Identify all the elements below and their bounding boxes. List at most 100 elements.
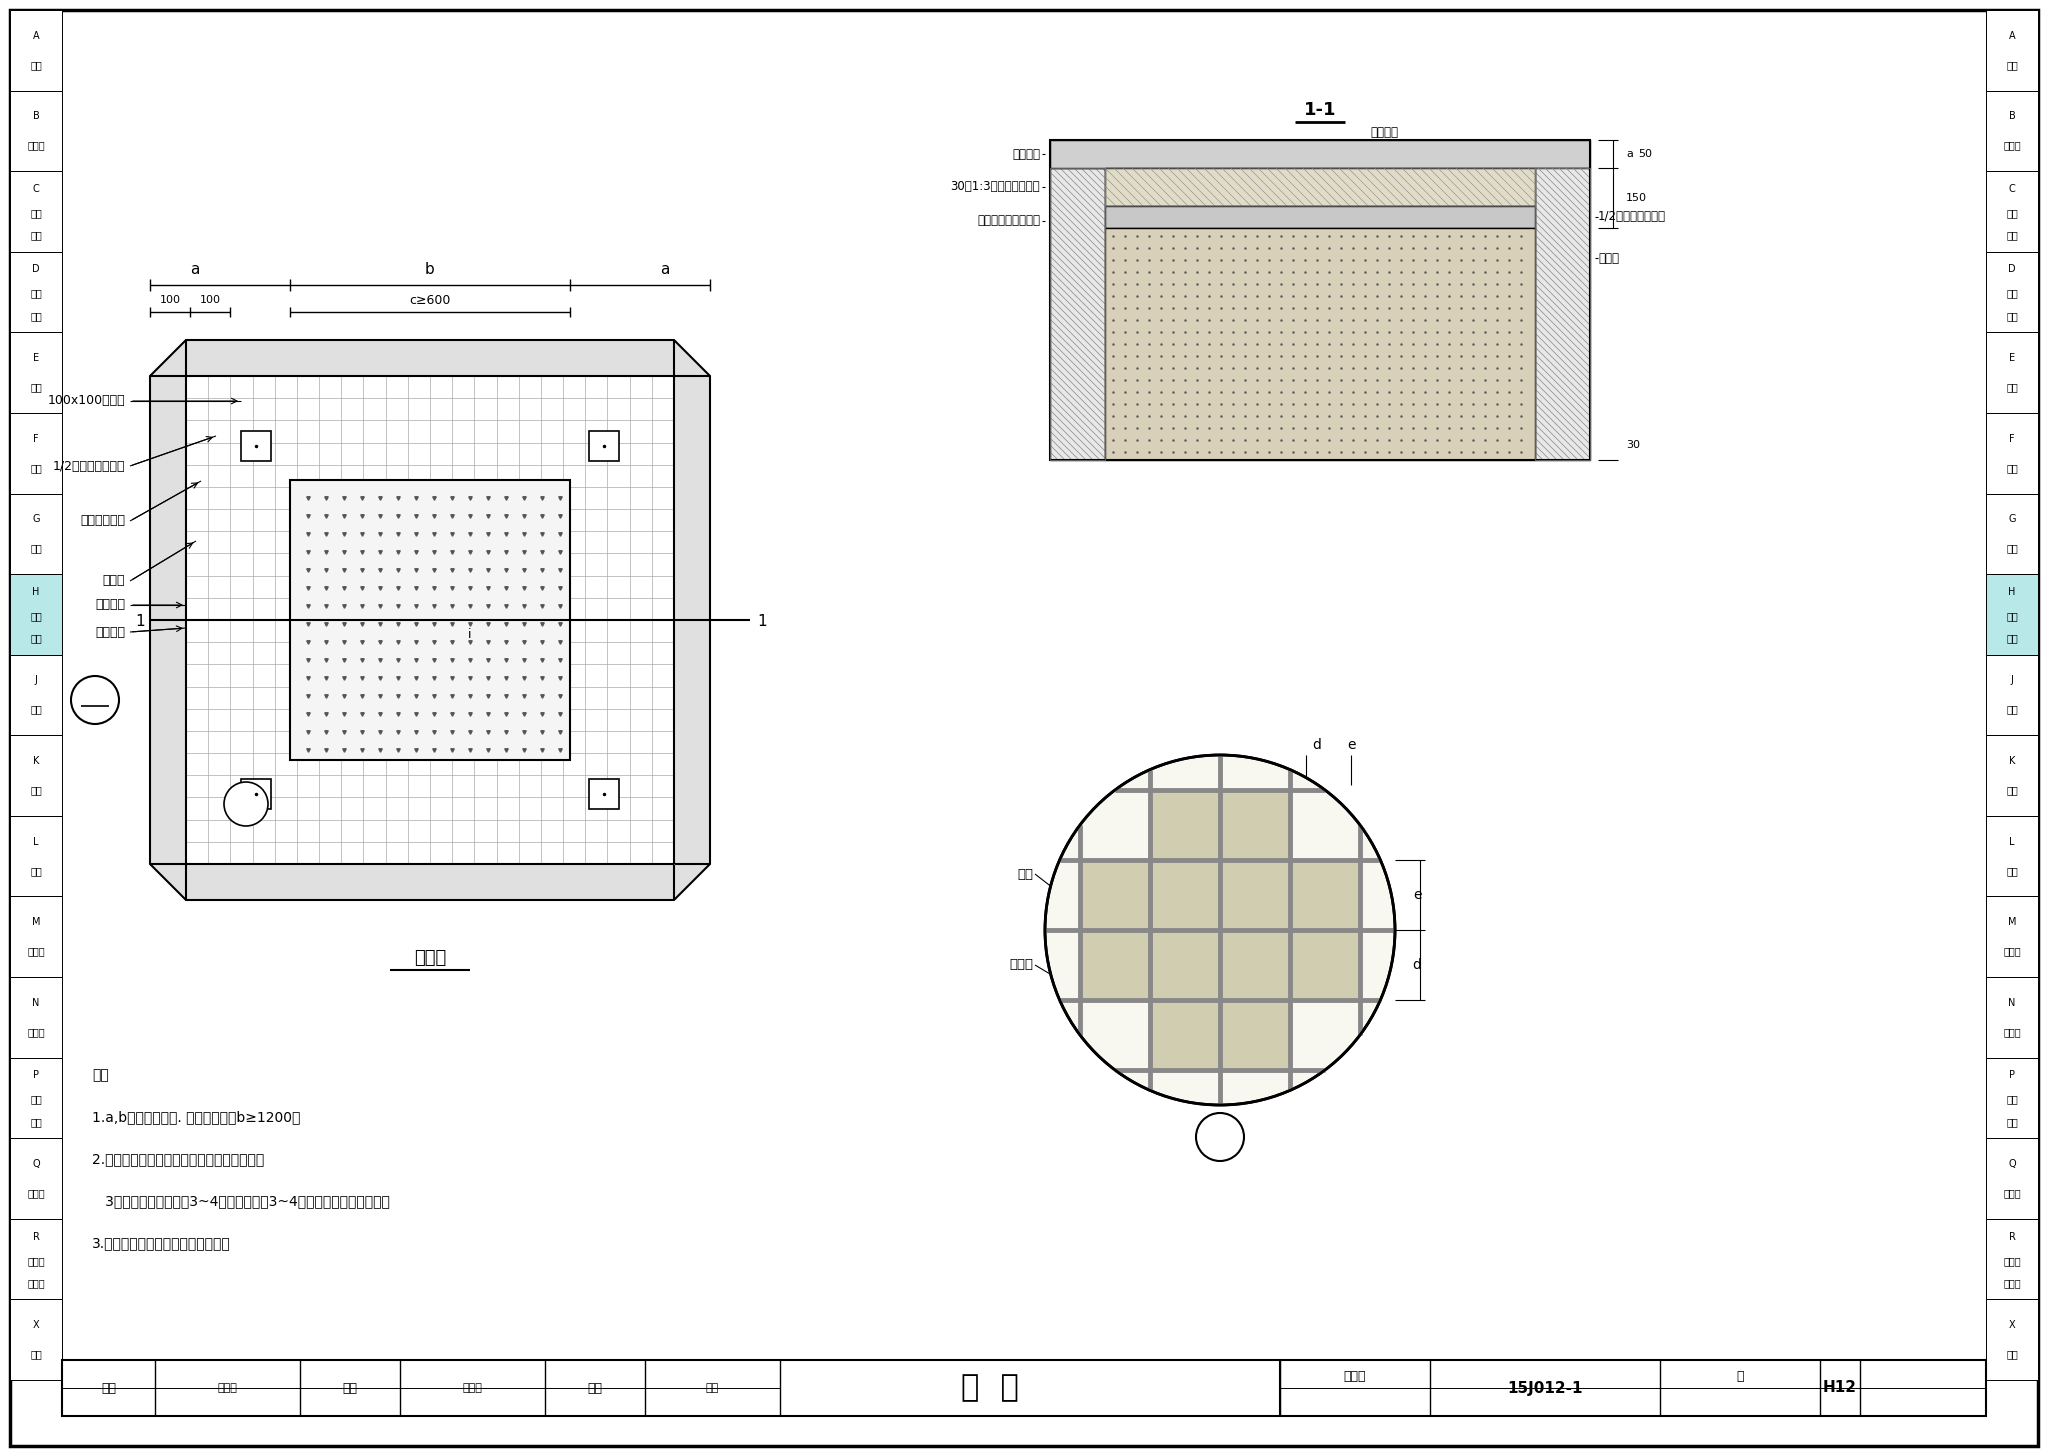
Text: 态技术: 态技术 <box>27 1278 45 1289</box>
Text: 景观桥: 景观桥 <box>27 946 45 957</box>
Bar <box>10 1219 61 1299</box>
Bar <box>1987 494 2038 574</box>
Text: C: C <box>2009 183 2015 194</box>
Bar <box>1081 860 1149 929</box>
Bar <box>1051 140 1589 167</box>
Bar <box>1987 90 2038 172</box>
Text: e: e <box>1413 888 1421 903</box>
Text: P: P <box>33 1070 39 1080</box>
Bar <box>10 977 61 1057</box>
Text: L: L <box>33 837 39 847</box>
Text: A: A <box>2009 31 2015 41</box>
Text: 树池: 树池 <box>2007 633 2017 644</box>
Text: 小品: 小品 <box>2007 1117 2017 1127</box>
Text: 150: 150 <box>1626 194 1647 202</box>
Bar <box>1106 167 1536 205</box>
Bar <box>590 431 618 462</box>
Text: F: F <box>33 434 39 444</box>
Text: Q: Q <box>2009 1159 2015 1169</box>
Text: 其他: 其他 <box>31 1095 41 1105</box>
Bar <box>10 1139 61 1219</box>
Text: H: H <box>33 587 39 597</box>
Bar <box>10 414 61 494</box>
Text: 边沟: 边沟 <box>31 463 41 473</box>
Text: 材料: 材料 <box>2007 230 2017 240</box>
Text: 1.a,b由设计师确定. 种植大乔木时b≥1200。: 1.a,b由设计师确定. 种植大乔木时b≥1200。 <box>92 1109 301 1124</box>
Text: R: R <box>2009 1232 2015 1242</box>
Text: 材料: 材料 <box>31 230 41 240</box>
Bar <box>10 655 61 735</box>
Text: 对接缝: 对接缝 <box>102 575 125 588</box>
Text: 花架: 花架 <box>31 785 41 795</box>
Text: 镂空: 镂空 <box>1018 868 1032 881</box>
Bar <box>1290 860 1360 929</box>
Text: 100: 100 <box>160 296 180 304</box>
Bar <box>1051 140 1589 460</box>
Bar <box>1987 1139 2038 1219</box>
Text: 100: 100 <box>199 296 221 304</box>
Text: A: A <box>33 31 39 41</box>
Bar <box>1151 1002 1219 1069</box>
Text: 总说明: 总说明 <box>27 140 45 150</box>
Circle shape <box>1196 1112 1243 1160</box>
Bar <box>1151 791 1219 859</box>
Text: 花池: 花池 <box>2007 612 2017 622</box>
Bar <box>1081 930 1149 999</box>
Text: A: A <box>90 689 100 703</box>
Text: 30: 30 <box>1626 440 1640 450</box>
Bar <box>10 252 61 332</box>
Bar <box>1987 172 2038 252</box>
Text: E: E <box>2009 354 2015 363</box>
Text: 目录: 目录 <box>2007 60 2017 70</box>
Text: 2.此图样亦可选用金属树池篦子，材质可为：: 2.此图样亦可选用金属树池篦子，材质可为： <box>92 1152 264 1166</box>
Bar <box>1987 414 2038 494</box>
Text: M: M <box>33 917 41 927</box>
Bar <box>242 431 270 462</box>
Text: 3.石材及金属板颜色由设计师确定。: 3.石材及金属板颜色由设计师确定。 <box>92 1236 231 1251</box>
Text: D: D <box>33 265 39 275</box>
Text: 注：: 注： <box>92 1069 109 1082</box>
Bar <box>1536 167 1589 460</box>
Bar <box>186 376 674 863</box>
Text: 1/2玻璃钢树池篦子: 1/2玻璃钢树池篦子 <box>53 460 125 473</box>
Bar <box>10 10 61 90</box>
Circle shape <box>72 676 119 724</box>
Bar <box>1987 10 2038 90</box>
Bar <box>10 574 61 655</box>
Text: J: J <box>2011 676 2013 686</box>
Text: e: e <box>1348 738 1356 751</box>
Bar <box>10 1057 61 1139</box>
Bar <box>590 779 618 810</box>
Circle shape <box>1044 756 1395 1105</box>
Bar <box>1106 229 1536 460</box>
Bar <box>1987 1219 2038 1299</box>
Bar <box>10 1299 61 1380</box>
Text: P: P <box>2009 1070 2015 1080</box>
Text: 3厚热金属镀锌钢板；3~4厚不锈钢板；3~4厚扁钢，防腐防锈处理。: 3厚热金属镀锌钢板；3~4厚不锈钢板；3~4厚扁钢，防腐防锈处理。 <box>92 1194 389 1208</box>
Text: c≥600: c≥600 <box>410 294 451 307</box>
Text: B: B <box>2009 111 2015 121</box>
Text: 边沟: 边沟 <box>2007 463 2017 473</box>
Text: 石材收边: 石材收边 <box>94 598 125 612</box>
Text: 1: 1 <box>758 614 766 629</box>
Text: a: a <box>190 262 201 278</box>
Text: 审核: 审核 <box>100 1382 117 1395</box>
Text: b: b <box>426 262 434 278</box>
Text: 小品: 小品 <box>31 1117 41 1127</box>
Text: 缘石: 缘石 <box>31 381 41 392</box>
Text: 构造: 构造 <box>31 312 41 322</box>
Text: N: N <box>2009 997 2015 1008</box>
Text: 花架: 花架 <box>2007 785 2017 795</box>
Text: 史国秀: 史国秀 <box>217 1383 238 1393</box>
Bar <box>1987 655 2038 735</box>
Text: 异形切割: 异形切割 <box>94 626 125 639</box>
Text: 1-1: 1-1 <box>1305 100 1335 119</box>
Text: a: a <box>659 262 670 278</box>
Text: 树  池: 树 池 <box>961 1373 1018 1402</box>
Text: a: a <box>1626 149 1632 159</box>
Bar <box>10 332 61 414</box>
Text: 铺装: 铺装 <box>2007 208 2017 218</box>
Bar <box>10 897 61 977</box>
Text: 构造: 构造 <box>2007 312 2017 322</box>
Text: 景墙: 景墙 <box>31 705 41 715</box>
